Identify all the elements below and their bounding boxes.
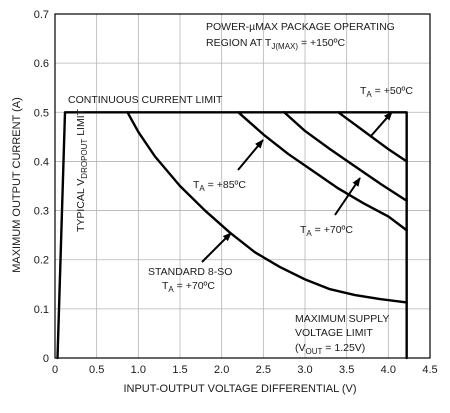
std8so-sub: A (168, 285, 174, 294)
ta85-t: T (193, 179, 200, 191)
std8so-value: = +70ºC (174, 280, 216, 292)
ta85-arrow (237, 139, 264, 171)
y-tick-label: 0.5 (34, 107, 49, 119)
y-tick-label: 0 (43, 353, 49, 365)
ta85-value: = +85ºC (205, 179, 247, 191)
y-tick-label: 0.4 (34, 156, 49, 168)
package-title-sub: J(MAX) (271, 42, 298, 51)
std8so-label-line2: TA = +70ºC (162, 280, 215, 294)
x-tick-labels: 0 0.5 1.0 1.5 2.0 2.5 3.0 3.5 4.0 4.5 (52, 364, 438, 376)
supply-limit-line3: (VOUT = 1.25V) (295, 342, 365, 356)
ta50-arrow (370, 111, 393, 137)
x-tick-label: 3.0 (297, 364, 312, 376)
ta70-arrow (334, 177, 361, 216)
x-tick-label: 0.5 (89, 364, 104, 376)
ta85-sub: A (199, 184, 205, 193)
y-tick-label: 0.3 (34, 206, 49, 218)
dropout-post: LIMIT (75, 108, 87, 138)
series-line-ta50 (337, 111, 408, 163)
dropout-sub: DROPOUT (80, 139, 89, 179)
std8so-arrow (201, 232, 232, 263)
ta85-label: TA = +85ºC (193, 179, 246, 193)
x-tick-label: 2.0 (214, 364, 229, 376)
series-line-outline (56, 111, 408, 360)
std8so-label-line1: STANDARD 8-SO (148, 266, 232, 278)
supply-post: = 1.25V) (322, 342, 365, 354)
supply-limit-line1: MAXIMUM SUPPLY (295, 313, 389, 325)
y-tick-label: 0.7 (34, 9, 49, 21)
std8so-t: T (162, 280, 169, 292)
package-title-line2: REGION AT TJ(MAX) = +150ºC (206, 37, 345, 51)
package-title-pre: REGION AT T (206, 37, 272, 49)
ta70-label: TA = +70ºC (300, 224, 353, 238)
ta50-t: T (360, 85, 367, 97)
x-tick-label: 1.5 (172, 364, 187, 376)
x-tick-label: 4.0 (381, 364, 396, 376)
x-axis-title: INPUT-OUTPUT VOLTAGE DIFFERENTIAL (V) (123, 383, 356, 395)
dropout-pre: TYPICAL V (75, 179, 87, 232)
ta70-value: = +70ºC (312, 224, 354, 236)
y-tick-label: 0.1 (34, 304, 49, 316)
ta70-t: T (300, 224, 307, 236)
dropout-limit-label: TYPICAL VDROPOUT LIMIT (75, 108, 89, 232)
annotation-arrows (201, 111, 393, 263)
x-tick-label: 3.5 (339, 364, 354, 376)
supply-sub: OUT (306, 347, 323, 356)
y-tick-label: 0.2 (34, 255, 49, 267)
package-title-line1: POWER-µMAX PACKAGE OPERATING (206, 21, 395, 33)
supply-limit-line2: VOLTAGE LIMIT (295, 327, 373, 339)
ta50-value: = +50ºC (372, 85, 414, 97)
ta50-sub: A (366, 90, 372, 99)
ta50-label: TA = +50ºC (360, 85, 413, 99)
ta70-sub: A (306, 229, 312, 238)
series-line-std8so (126, 111, 408, 304)
series-line-ta70 (282, 111, 408, 202)
x-tick-label: 0 (52, 364, 58, 376)
supply-pre: (V (295, 342, 306, 354)
y-tick-label: 0.6 (34, 58, 49, 70)
plot-frame (54, 13, 431, 359)
package-title-post: = +150ºC (298, 37, 345, 49)
x-tick-label: 4.5 (422, 364, 437, 376)
plot-area-border (54, 13, 431, 359)
y-axis-title: MAXIMUM OUTPUT CURRENT (A) (11, 97, 23, 273)
series-layer (56, 111, 408, 360)
y-tick-labels: 0 0.1 0.2 0.3 0.4 0.5 0.6 0.7 (34, 9, 49, 365)
x-tick-label: 1.0 (131, 364, 146, 376)
continuous-limit-label: CONTINUOUS CURRENT LIMIT (68, 94, 223, 106)
series-line-ta85 (237, 111, 408, 232)
x-tick-label: 2.5 (256, 364, 271, 376)
